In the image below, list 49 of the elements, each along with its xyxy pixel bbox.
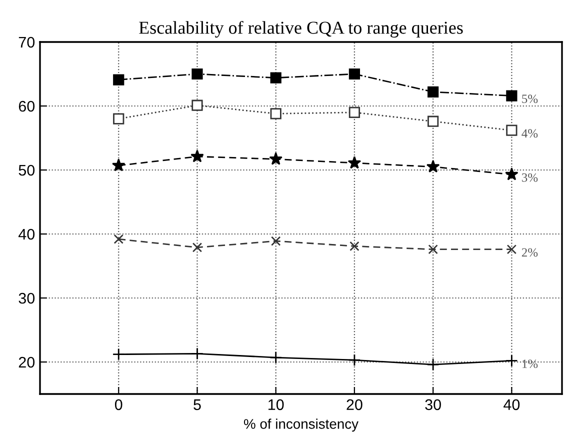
point bbox=[505, 354, 518, 367]
y-tick-label: 40 bbox=[18, 228, 35, 240]
point bbox=[506, 244, 517, 254]
point bbox=[348, 106, 360, 118]
x-axis-title: % of inconsistency bbox=[244, 418, 358, 432]
point bbox=[113, 113, 124, 124]
point bbox=[426, 160, 440, 173]
point bbox=[114, 234, 124, 244]
point bbox=[190, 150, 204, 162]
series-label: 1% bbox=[522, 360, 538, 368]
point bbox=[505, 168, 518, 180]
x-tick-label: 5 bbox=[194, 399, 201, 410]
point bbox=[426, 358, 440, 371]
point bbox=[270, 108, 282, 120]
point bbox=[270, 72, 282, 84]
point bbox=[192, 68, 203, 80]
x-tick-label: 10 bbox=[268, 399, 284, 410]
x-tick-label: 20 bbox=[346, 399, 362, 410]
series-label: 4% bbox=[522, 129, 538, 138]
y-tick-label: 20 bbox=[18, 356, 35, 368]
point bbox=[192, 100, 203, 111]
point bbox=[428, 244, 438, 254]
x-tick-label: 0 bbox=[114, 399, 122, 410]
point bbox=[269, 152, 282, 165]
point bbox=[190, 347, 204, 360]
point bbox=[506, 90, 518, 102]
y-tick-label: 30 bbox=[18, 292, 35, 304]
series-label: 2% bbox=[522, 248, 538, 257]
point bbox=[506, 124, 518, 136]
point bbox=[270, 236, 281, 246]
point bbox=[348, 156, 362, 169]
series-label: 3% bbox=[522, 173, 538, 182]
x-tick-label: 40 bbox=[504, 399, 520, 410]
point bbox=[112, 158, 126, 172]
point bbox=[428, 116, 439, 127]
point bbox=[348, 354, 361, 366]
chart-title: Escalability of relative CQA to range queries bbox=[139, 20, 463, 38]
point bbox=[428, 86, 439, 98]
point bbox=[113, 74, 124, 86]
series-label: 5% bbox=[522, 94, 538, 104]
point bbox=[192, 242, 202, 252]
x-tick-label: 30 bbox=[425, 399, 441, 410]
point bbox=[350, 241, 360, 252]
point bbox=[348, 68, 360, 80]
y-tick-label: 50 bbox=[18, 164, 35, 176]
y-tick-label: 60 bbox=[18, 100, 35, 112]
point bbox=[112, 348, 125, 361]
y-tick-label: 70 bbox=[18, 36, 35, 48]
point bbox=[270, 351, 282, 364]
